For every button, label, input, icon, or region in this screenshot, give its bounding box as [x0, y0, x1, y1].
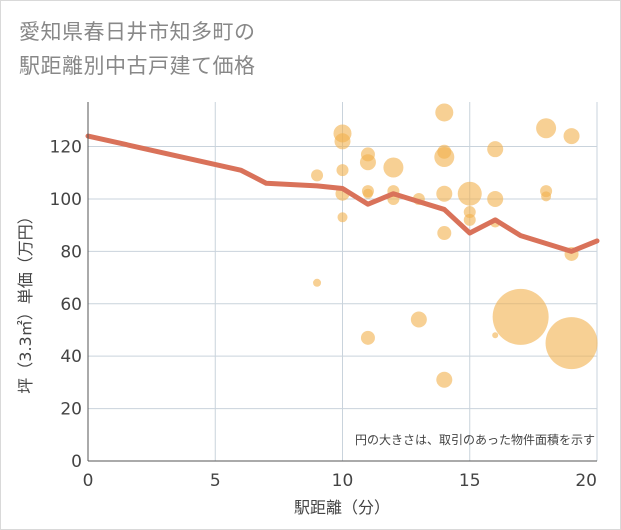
scatter-point: [313, 278, 322, 287]
scatter-point: [337, 212, 348, 223]
scatter-point: [436, 371, 453, 388]
chart-title-line1: 愛知県春日井市知多町の: [19, 20, 256, 44]
axis-layer: [87, 102, 597, 462]
chart-title: 愛知県春日井市知多町の 駅距離別中古戸建て価格: [19, 15, 256, 83]
scatter-point: [436, 185, 453, 202]
tick-layer: 0 20 40 60 80 100 120 0 5 10 15 20: [50, 138, 597, 491]
x-axis-label: 駅距離（分）: [294, 498, 390, 517]
scatter-point: [362, 188, 373, 199]
scatter-point: [457, 181, 482, 206]
y-tick-label: 60: [60, 295, 82, 315]
scatter-point: [545, 317, 598, 370]
chart-title-line2: 駅距離別中古戸建て価格: [19, 54, 256, 78]
scatter-point: [435, 103, 454, 122]
scatter-point: [410, 311, 427, 328]
scatter-point: [336, 164, 349, 177]
scatter-point: [492, 332, 499, 339]
scatter-point: [536, 118, 557, 139]
scatter-point: [360, 330, 375, 345]
scatter-point: [487, 141, 504, 158]
x-tick-label: 15: [459, 471, 481, 491]
scatter-point: [434, 147, 455, 168]
bubble-size-note: 円の大きさは、取引のあった物件面積を示す: [355, 432, 595, 447]
x-tick-label: 10: [332, 471, 354, 491]
scatter-point: [463, 213, 476, 226]
average-price-line: [85, 133, 600, 254]
x-tick-label: 0: [83, 471, 94, 491]
y-tick-label: 0: [71, 452, 82, 472]
y-tick-label: 40: [60, 347, 82, 367]
y-tick-label: 20: [60, 400, 82, 420]
y-axis-label: 坪（3.3㎡）単価（万円）: [16, 208, 35, 393]
scatter-point: [487, 190, 504, 207]
line-layer: [85, 133, 600, 254]
scatter-point: [563, 128, 580, 145]
scatter-point: [359, 154, 376, 171]
x-tick-label: 20: [575, 471, 597, 491]
scatter-point: [541, 191, 552, 202]
scatter-point: [383, 157, 404, 178]
grid-layer: [88, 102, 598, 461]
scatter-point: [334, 133, 351, 150]
scatter-point: [311, 169, 324, 182]
scatter-point: [437, 226, 452, 241]
y-tick-label: 120: [50, 138, 82, 158]
y-tick-label: 80: [60, 242, 82, 262]
scatter-point: [492, 288, 549, 345]
y-tick-label: 100: [50, 190, 82, 210]
x-tick-label: 5: [210, 471, 221, 491]
